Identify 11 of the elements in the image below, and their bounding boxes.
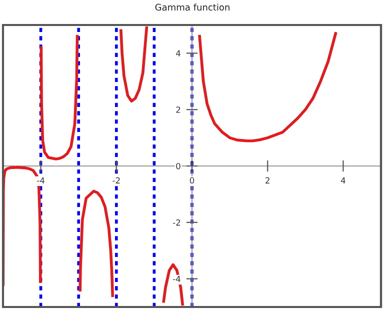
y-tick-label: -4 [172,276,180,282]
x-tick-label: 4 [340,177,346,184]
y-tick-label: 4 [176,50,180,56]
y-tick-label: 0 [176,162,180,170]
x-tick-label: 0 [190,177,194,184]
x-tick-label: -2 [112,177,120,184]
x-tick-label: 2 [266,177,270,184]
x-tick-label: -4 [37,177,44,184]
chart-title: Gamma function [155,4,230,11]
y-tick-label: -2 [172,219,180,226]
y-tick-label: 2 [176,106,180,113]
